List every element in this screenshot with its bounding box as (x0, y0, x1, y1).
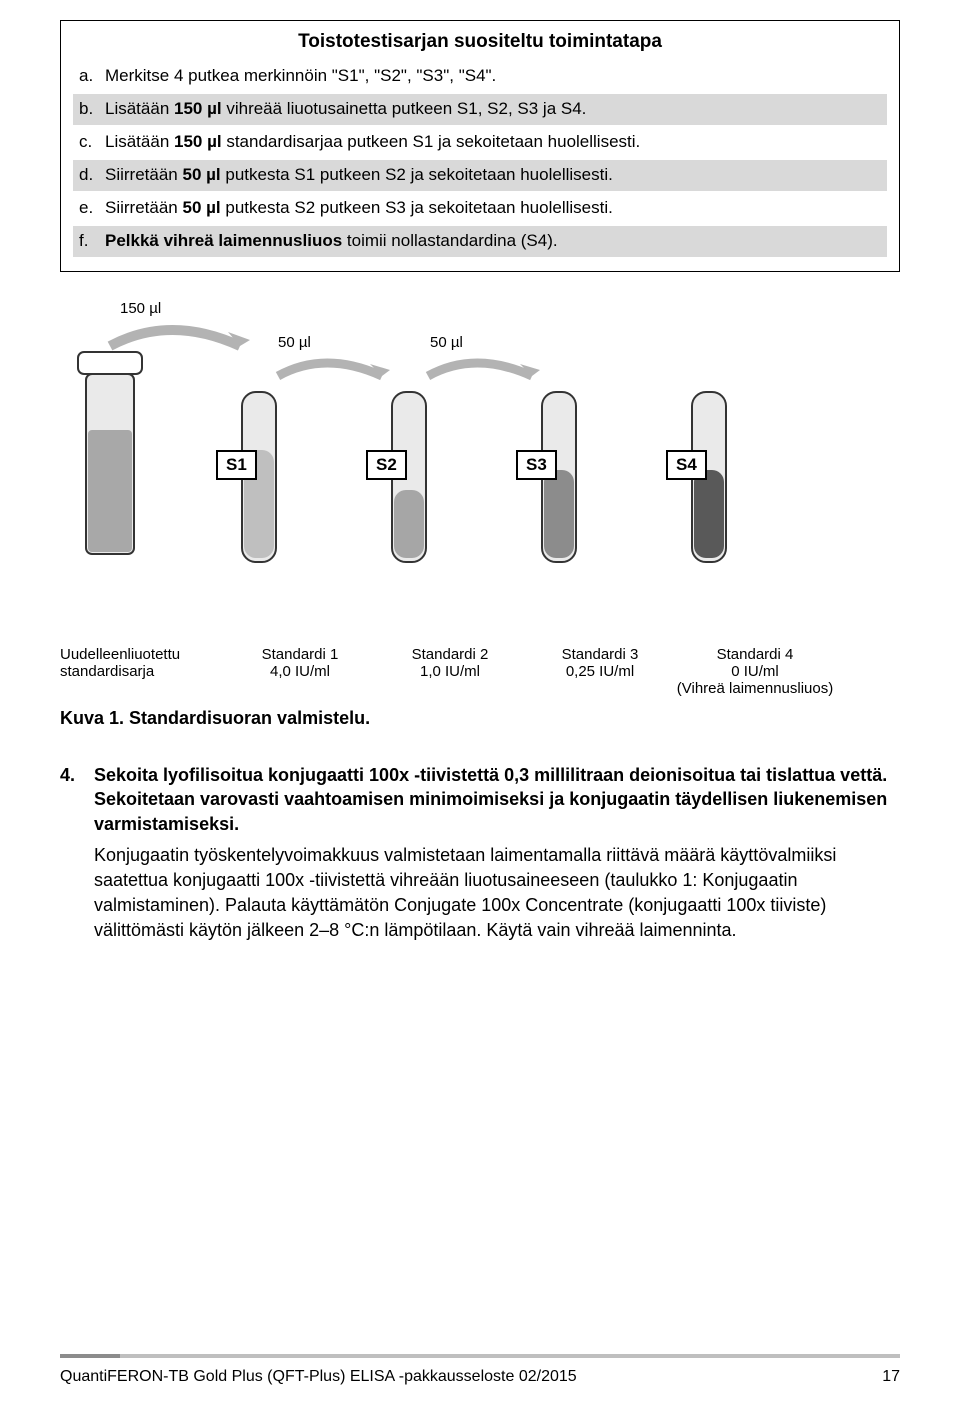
vol-50a-label: 50 µl (278, 334, 311, 351)
vol-50b-label: 50 µl (430, 334, 463, 351)
step-text: Merkitse 4 putkea merkinnöin "S1", "S2",… (105, 65, 881, 88)
reconstituted-label: Uudelleenliuotettu standardisarja (60, 646, 225, 680)
reconstituted-label-l1: Uudelleenliuotettu (60, 646, 180, 663)
step-letter: f. (79, 230, 105, 253)
step-4-paragraph: Konjugaatin työskentelyvoimakkuus valmis… (94, 843, 900, 942)
procedure-step: a.Merkitse 4 putkea merkinnöin "S1", "S2… (73, 61, 887, 92)
tube-label-s1: S1 (216, 450, 257, 480)
arrow-s2-to-s3 (420, 352, 550, 392)
standard-3-col: Standardi 3 0,25 IU/ml (525, 646, 675, 680)
standard-3-conc: 0,25 IU/ml (525, 663, 675, 680)
arrow-s1-to-s2 (270, 352, 400, 392)
procedure-step: c.Lisätään 150 µl standardisarjaa putkee… (73, 127, 887, 158)
standard-4-extra: (Vihreä laimennusliuos) (675, 680, 835, 698)
step-letter: c. (79, 131, 105, 154)
step-4: 4. Sekoita lyofilisoitua konjugaatti 100… (60, 763, 900, 943)
step-text: Siirretään 50 µl putkesta S2 putkeen S3 … (105, 197, 881, 220)
tube-s3 (530, 390, 588, 595)
step-4-number: 4. (60, 763, 94, 943)
tube-label-s2: S2 (366, 450, 407, 480)
step-letter: a. (79, 65, 105, 88)
standard-3-name: Standardi 3 (525, 646, 675, 663)
reconstituted-vial (70, 350, 150, 575)
procedure-box: Toistotestisarjan suositeltu toimintatap… (60, 20, 900, 272)
footer-left: QuantiFERON-TB Gold Plus (QFT-Plus) ELIS… (60, 1368, 577, 1386)
tube-s1 (230, 390, 288, 595)
step-text: Pelkkä vihreä laimennusliuos toimii noll… (105, 230, 881, 253)
step-letter: d. (79, 164, 105, 187)
standard-2-col: Standardi 2 1,0 IU/ml (375, 646, 525, 680)
standard-4-col: Standardi 4 0 IU/ml (Vihreä laimennusliu… (675, 646, 835, 698)
tube-s4 (680, 390, 738, 595)
step-text: Siirretään 50 µl putkesta S1 putkeen S2 … (105, 164, 881, 187)
footer-bar (60, 1354, 900, 1358)
procedure-step: f.Pelkkä vihreä laimennusliuos toimii no… (73, 226, 887, 257)
figure-caption: Kuva 1. Standardisuoran valmistelu. (60, 708, 900, 729)
standard-1-name: Standardi 1 (225, 646, 375, 663)
procedure-step: e.Siirretään 50 µl putkesta S2 putkeen S… (73, 193, 887, 224)
step-letter: b. (79, 98, 105, 121)
standard-1-col: Standardi 1 4,0 IU/ml (225, 646, 375, 680)
procedure-step: b.Lisätään 150 µl vihreää liuotusainetta… (73, 94, 887, 125)
procedure-step: d.Siirretään 50 µl putkesta S1 putkeen S… (73, 160, 887, 191)
tube-label-s4: S4 (666, 450, 707, 480)
procedure-title: Toistotestisarjan suositeltu toimintatap… (73, 31, 887, 53)
step-letter: e. (79, 197, 105, 220)
page-footer: QuantiFERON-TB Gold Plus (QFT-Plus) ELIS… (0, 1354, 960, 1386)
standard-4-name: Standardi 4 (675, 646, 835, 663)
standards-row: Uudelleenliuotettu standardisarja Standa… (60, 646, 900, 698)
standard-2-conc: 1,0 IU/ml (375, 663, 525, 680)
standard-4-conc: 0 IU/ml (675, 663, 835, 680)
standard-1-conc: 4,0 IU/ml (225, 663, 375, 680)
step-4-lead: Sekoita lyofilisoitua konjugaatti 100x -… (94, 765, 887, 835)
standard-2-name: Standardi 2 (375, 646, 525, 663)
tube-s2 (380, 390, 438, 595)
dilution-diagram: 150 µl 50 µl 50 µl S1 S2 (60, 300, 880, 640)
footer-page-number: 17 (882, 1368, 900, 1386)
reconstituted-label-l2: standardisarja (60, 663, 154, 680)
tube-label-s3: S3 (516, 450, 557, 480)
step-text: Lisätään 150 µl vihreää liuotusainetta p… (105, 98, 881, 121)
vol-150-label: 150 µl (120, 300, 161, 317)
step-text: Lisätään 150 µl standardisarjaa putkeen … (105, 131, 881, 154)
